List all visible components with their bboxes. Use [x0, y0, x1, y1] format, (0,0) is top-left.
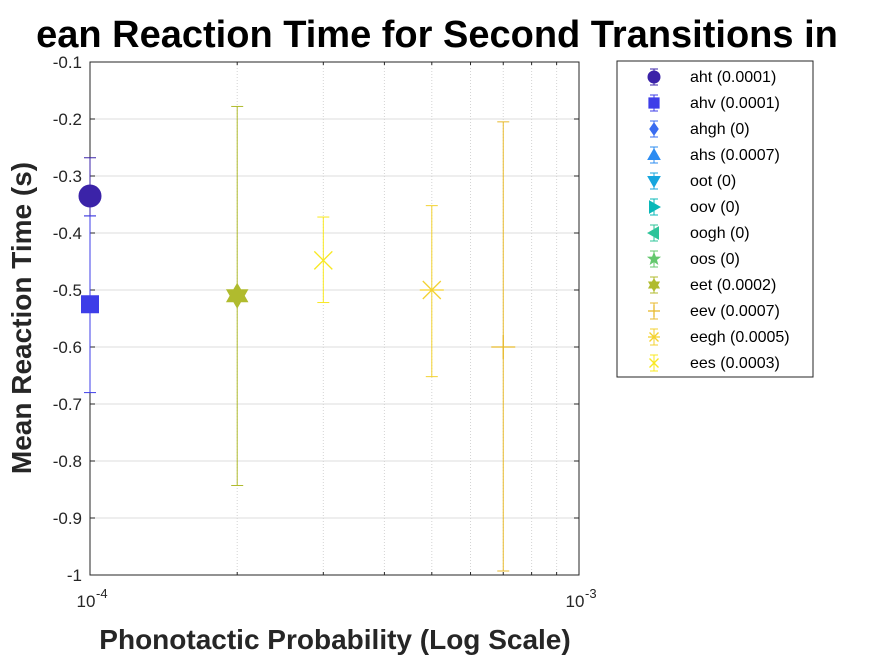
- data-point-eev: [491, 121, 516, 572]
- x-axis-label: Phonotactic Probability (Log Scale): [99, 624, 570, 655]
- legend-item: eev (0.0007): [648, 302, 780, 320]
- y-axis-label: Mean Reaction Time (s): [6, 162, 37, 474]
- y-tick-label: -0.5: [53, 281, 82, 300]
- legend-label: ahgh (0): [690, 121, 750, 138]
- legend-marker: [648, 97, 660, 109]
- y-tick-label: -0.8: [53, 452, 82, 471]
- x-axis-ticks: 10 -4 10 -3: [77, 62, 597, 611]
- legend-item: oos (0): [646, 250, 740, 268]
- data-point-ees: [313, 216, 333, 304]
- legend-item: ahgh (0): [649, 120, 750, 138]
- legend-item: oogh (0): [646, 224, 750, 242]
- legend-marker: [648, 332, 660, 342]
- legend-item: oot (0): [647, 172, 736, 190]
- legend-label: aht (0.0001): [690, 69, 776, 86]
- data-layer: [78, 105, 516, 572]
- legend-item: oov (0): [649, 198, 740, 216]
- y-tick-label: -0.4: [53, 224, 82, 243]
- legend-item: eegh (0.0005): [648, 328, 790, 346]
- legend-label: eev (0.0007): [690, 303, 780, 320]
- legend-marker: [647, 278, 661, 292]
- legend-marker: [647, 147, 661, 160]
- legend: aht (0.0001) ahv (0.0001) ahgh (0) ahs (0.0…: [616, 60, 814, 378]
- marker: [81, 295, 99, 314]
- y-tick-label: -0.2: [53, 110, 82, 129]
- y-axis-ticks: -1 -0.9 -0.8 -0.7 -0.6 -0.5 -0.4 -0.3 -0.2 -0.1: [53, 53, 579, 585]
- legend-marker: [648, 305, 660, 317]
- legend-item: ahv (0.0001): [648, 94, 780, 112]
- marker: [419, 280, 444, 300]
- legend-label: ahv (0.0001): [690, 95, 780, 112]
- legend-marker: [647, 176, 661, 189]
- y-tick-label: -0.1: [53, 53, 82, 72]
- legend-item: eet (0.0002): [647, 276, 776, 294]
- legend-label: eegh (0.0005): [690, 329, 790, 346]
- legend-item: aht (0.0001): [647, 68, 776, 86]
- legend-marker: [647, 70, 661, 84]
- legend-marker: [646, 226, 659, 240]
- legend-marker: [649, 358, 659, 368]
- marker: [225, 282, 249, 309]
- legend-label: oot (0): [690, 173, 736, 190]
- y-tick-label: -0.7: [53, 395, 82, 414]
- data-point-aht: [78, 157, 102, 217]
- axes-box: [89, 61, 580, 576]
- legend-marker: [649, 122, 659, 136]
- data-point-ahv: [81, 215, 99, 394]
- x-tick-label-exponent: -4: [96, 586, 108, 601]
- chart-title: ean Reaction Time for Second Transitions…: [36, 14, 838, 56]
- x-tick-label: 10: [566, 592, 585, 611]
- legend-label: oogh (0): [690, 225, 750, 242]
- data-point-eegh: [419, 205, 444, 378]
- marker: [313, 250, 333, 270]
- y-tick-label: -0.9: [53, 509, 82, 528]
- legend-item: ees (0.0003): [649, 354, 780, 372]
- x-tick-label: 10: [77, 592, 96, 611]
- legend-marker: [649, 200, 662, 214]
- legend-box: [616, 60, 814, 378]
- y-tick-label: -0.3: [53, 167, 82, 186]
- data-point-eet: [225, 105, 249, 487]
- legend-item: ahs (0.0007): [647, 146, 780, 164]
- legend-label: oov (0): [690, 199, 740, 216]
- legend-label: oos (0): [690, 251, 740, 268]
- grid: [90, 61, 579, 576]
- x-tick-label-exponent: -3: [585, 586, 597, 601]
- marker: [491, 335, 516, 359]
- legend-label: ahs (0.0007): [690, 147, 780, 164]
- marker: [78, 184, 102, 208]
- y-tick-label: -0.6: [53, 338, 82, 357]
- y-tick-label: -1: [67, 566, 82, 585]
- legend-label: eet (0.0002): [690, 277, 776, 294]
- legend-marker: [646, 251, 662, 266]
- legend-label: ees (0.0003): [690, 355, 780, 372]
